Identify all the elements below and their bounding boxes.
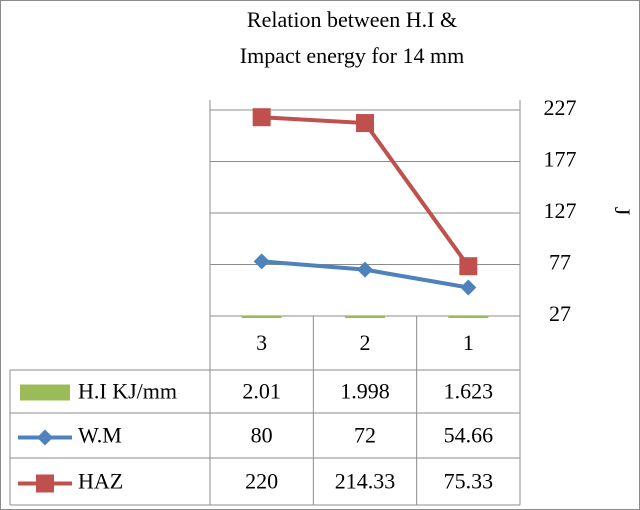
legend-swatch <box>20 384 70 401</box>
legend-label: HAZ <box>78 469 123 494</box>
plot-area <box>241 316 489 318</box>
table-value: 72 <box>354 423 376 448</box>
y-tick-label: 77 <box>549 250 571 275</box>
y-tick-label: 177 <box>544 147 577 172</box>
table-value: 220 <box>245 469 278 494</box>
marker <box>252 108 271 127</box>
bar <box>241 316 282 318</box>
table-value: 80 <box>251 423 273 448</box>
table-value: 75.33 <box>444 469 494 494</box>
marker <box>357 261 373 278</box>
table-value: 2.01 <box>242 379 281 404</box>
table-value: 54.66 <box>444 423 494 448</box>
series-line <box>261 115 470 268</box>
table-value: 1.623 <box>444 379 494 404</box>
legend-label: W.M <box>78 423 122 448</box>
x-tick-label: 2 <box>360 330 371 355</box>
bar <box>345 316 385 318</box>
y-tick-label: 127 <box>544 198 577 223</box>
x-tick-label: 3 <box>256 330 267 355</box>
marker <box>36 474 54 493</box>
y-axis-label: J <box>610 207 635 216</box>
bar <box>448 316 489 318</box>
marker <box>37 429 53 446</box>
table-value: 214.33 <box>335 469 396 494</box>
chart-title: Impact energy for 14 mm <box>240 43 464 68</box>
chart-title: Relation between H.I & <box>247 7 457 32</box>
marker <box>253 253 270 270</box>
marker <box>460 279 477 296</box>
y-tick-label: 227 <box>544 95 577 120</box>
marker <box>356 114 374 133</box>
y-tick-label: 27 <box>549 301 571 326</box>
marker <box>459 257 478 276</box>
legend-label: H.I KJ/mm <box>78 379 177 404</box>
x-tick-label: 1 <box>463 330 474 355</box>
table-value: 1.998 <box>340 379 390 404</box>
